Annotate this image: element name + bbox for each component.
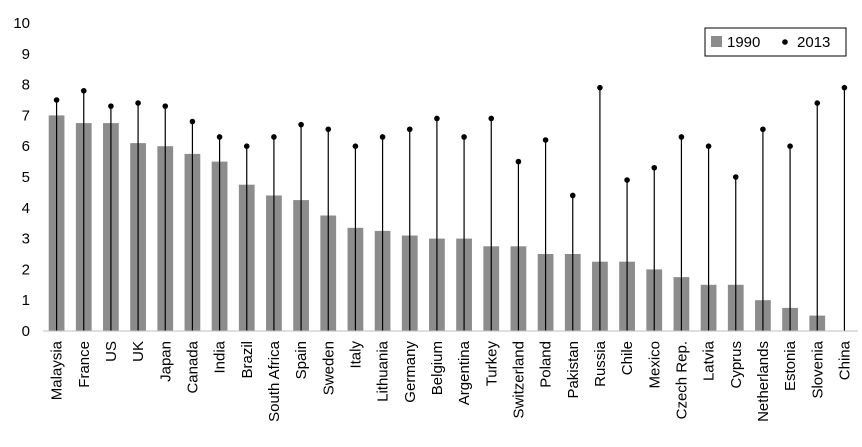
dot-2013 bbox=[379, 134, 386, 140]
dot-2013 bbox=[787, 143, 793, 149]
dot-2013 bbox=[108, 103, 114, 109]
x-tick-label: Czech Rep. bbox=[673, 341, 690, 419]
x-tick-label: France bbox=[76, 341, 93, 388]
dot-2013 bbox=[732, 174, 739, 180]
x-tick-label: Switzerland bbox=[510, 341, 527, 419]
x-tick-label: South Africa bbox=[266, 340, 283, 422]
x-tick-label: Turkey bbox=[483, 341, 500, 387]
dot-2013 bbox=[80, 87, 87, 94]
dot-2013 bbox=[624, 177, 630, 183]
x-tick-label: Chile bbox=[619, 341, 636, 375]
x-tick-label: US bbox=[103, 341, 120, 362]
dot-2013 bbox=[162, 103, 169, 109]
x-tick-label: Russia bbox=[592, 340, 609, 387]
dot-2013 bbox=[515, 158, 522, 165]
legend-box bbox=[704, 27, 847, 57]
x-tick-label: Canada bbox=[184, 340, 201, 393]
dot-2013 bbox=[569, 192, 576, 199]
dot-2013 bbox=[325, 126, 332, 133]
dot-2013 bbox=[216, 134, 223, 140]
x-tick-label: Lithuania bbox=[375, 340, 392, 402]
dot-2013 bbox=[135, 100, 141, 106]
y-tick-label: 7 bbox=[22, 107, 30, 124]
stems-2013 bbox=[53, 84, 848, 331]
y-tick-label: 9 bbox=[22, 46, 30, 63]
x-tick-label: Japan bbox=[157, 341, 174, 382]
x-tick-label: Mexico bbox=[646, 341, 663, 389]
legend-swatch-2013 bbox=[782, 39, 788, 45]
x-tick-label: Malaysia bbox=[49, 340, 66, 400]
y-tick-label: 0 bbox=[22, 323, 30, 340]
y-tick-label: 3 bbox=[22, 231, 30, 248]
legend: 1990 2013 bbox=[704, 27, 847, 57]
y-tick-label: 8 bbox=[22, 77, 30, 94]
x-tick-label: Argentina bbox=[456, 340, 473, 405]
y-tick-label: 5 bbox=[22, 169, 30, 186]
y-tick-label: 6 bbox=[22, 138, 30, 155]
dot-2013 bbox=[461, 134, 467, 140]
dot-2013 bbox=[271, 134, 277, 140]
dot-2013 bbox=[298, 121, 304, 128]
dot-2013 bbox=[243, 143, 250, 149]
x-tick-label: India bbox=[212, 340, 229, 373]
y-tick-label: 1 bbox=[22, 292, 30, 309]
x-tick-label: UK bbox=[130, 341, 147, 362]
x-tick-label: Netherlands bbox=[755, 341, 772, 422]
dot-2013 bbox=[651, 164, 658, 171]
x-tick-label: China bbox=[836, 340, 853, 380]
x-tick-label: Pakistan bbox=[565, 341, 582, 399]
x-tick-label: Poland bbox=[538, 341, 555, 388]
dot-2013 bbox=[352, 143, 359, 149]
y-axis-ticks: 0 1 2 3 4 5 6 7 8 9 10 bbox=[13, 15, 30, 340]
x-tick-label: Sweden bbox=[320, 341, 337, 395]
dot-2013 bbox=[542, 137, 549, 143]
y-tick-label: 10 bbox=[13, 15, 30, 32]
dot-2013 bbox=[841, 84, 848, 91]
x-tick-label: Italy bbox=[347, 341, 364, 369]
dot-2013 bbox=[406, 126, 413, 133]
dot-2013 bbox=[705, 143, 712, 149]
legend-swatch-1990 bbox=[711, 36, 722, 47]
x-tick-label: Spain bbox=[293, 341, 310, 379]
legend-label-2013: 2013 bbox=[797, 34, 830, 51]
dot-2013 bbox=[488, 115, 495, 122]
x-tick-label: Cyprus bbox=[728, 341, 745, 389]
x-axis-ticks: Malaysia France US UK Japan Canada India Brazil… bbox=[49, 340, 854, 422]
dot-2013 bbox=[760, 126, 766, 133]
dot-2013 bbox=[678, 134, 685, 140]
dot-2013 bbox=[814, 100, 821, 106]
x-tick-label: Slovenia bbox=[809, 340, 826, 398]
y-tick-label: 4 bbox=[22, 200, 30, 217]
x-tick-label: Brazil bbox=[239, 341, 256, 379]
y-tick-label: 2 bbox=[22, 261, 30, 278]
x-tick-label: Latvia bbox=[701, 340, 718, 381]
dot-2013 bbox=[434, 115, 440, 122]
dot-2013 bbox=[597, 84, 603, 91]
x-tick-label: Belgium bbox=[429, 341, 446, 395]
x-tick-label: Estonia bbox=[782, 340, 799, 391]
x-tick-label: Germany bbox=[402, 341, 419, 403]
dot-2013 bbox=[53, 97, 60, 103]
dot-2013 bbox=[189, 118, 196, 125]
legend-label-1990: 1990 bbox=[727, 34, 760, 51]
